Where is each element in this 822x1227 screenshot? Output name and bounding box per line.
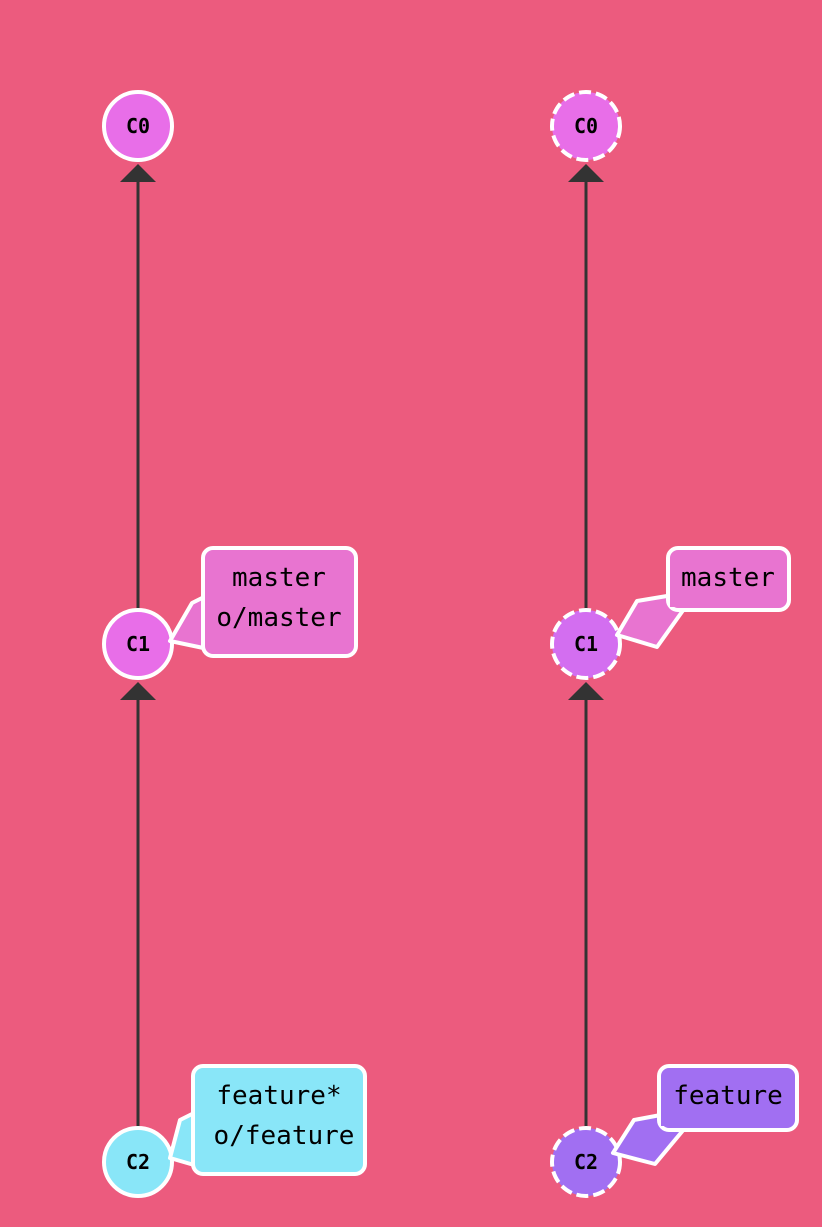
branch-name-label: feature [673, 1081, 783, 1111]
branch-pointer-mask [661, 1108, 685, 1126]
branch-name-label: master [232, 563, 326, 593]
local-branch-master[interactable]: master o/master [168, 546, 358, 658]
branch-label-box [191, 1064, 367, 1176]
commit-id-label: C2 [126, 1150, 150, 1174]
branch-pointer-mask [205, 594, 212, 646]
remote-commit-c0[interactable]: C0 [550, 90, 622, 162]
remote-branch-name-label: o/master [216, 603, 341, 633]
remote-commit-c1[interactable]: C1 [550, 608, 622, 680]
branch-label-box [657, 1064, 799, 1132]
local-arrowhead-c0 [120, 164, 156, 182]
local-commit-c2[interactable]: C2 [102, 1126, 174, 1198]
branch-pointer-mask [670, 590, 684, 607]
remote-arrowhead-c1 [568, 682, 604, 700]
commit-node [102, 1126, 174, 1198]
commit-id-label: C1 [126, 632, 150, 656]
branch-label-box [201, 546, 358, 658]
remote-branch-feature[interactable]: feature [611, 1064, 799, 1166]
commit-id-label: C0 [574, 114, 598, 138]
commit-node [102, 608, 174, 680]
branch-label-box [666, 546, 791, 612]
local-commit-c0[interactable]: C0 [102, 90, 174, 162]
branch-name-label: feature* [216, 1081, 341, 1111]
remote-arrowhead-c0 [568, 164, 604, 182]
branch-pointer-mask [195, 1111, 202, 1163]
commit-id-label: C0 [126, 114, 150, 138]
commit-node [550, 608, 622, 680]
commit-node [550, 90, 622, 162]
commit-node [550, 1126, 622, 1198]
remote-branch-master[interactable]: master [615, 546, 791, 649]
local-arrowhead-c1 [120, 682, 156, 700]
commit-id-label: C2 [574, 1150, 598, 1174]
branch-name-label: master [681, 563, 775, 593]
commit-id-label: C1 [574, 632, 598, 656]
local-repo: C0 C1 C2 master o/master [102, 90, 367, 1198]
local-branch-feature[interactable]: feature* o/feature [168, 1064, 367, 1176]
commit-node [102, 90, 174, 162]
remote-repo: C0 C1 C2 master feature [550, 90, 799, 1198]
remote-branch-name-label: o/feature [214, 1121, 355, 1151]
remote-commit-c2[interactable]: C2 [550, 1126, 622, 1198]
local-commit-c1[interactable]: C1 [102, 608, 174, 680]
